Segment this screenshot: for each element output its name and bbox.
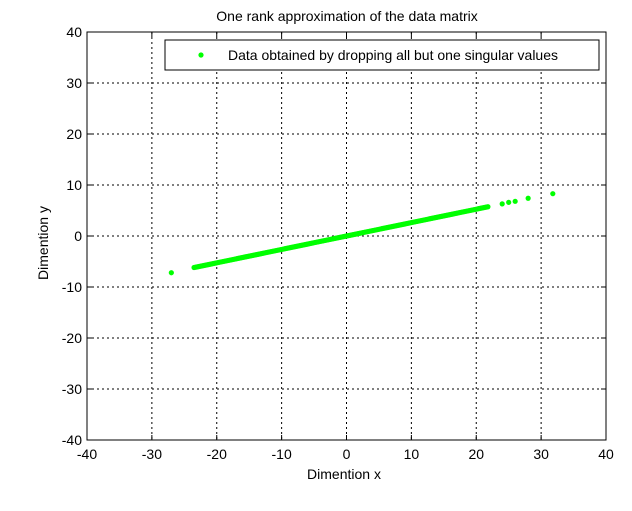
- data-layer: [168, 191, 556, 276]
- legend-marker: [198, 52, 204, 58]
- y-tick-label: 40: [66, 24, 82, 40]
- x-tick-label: 0: [343, 446, 351, 462]
- x-axis-label: Dimention x: [307, 466, 381, 482]
- data-point: [506, 199, 512, 205]
- data-point: [168, 270, 174, 276]
- data-point: [499, 201, 505, 207]
- y-tick-label: -10: [62, 279, 82, 295]
- data-point: [550, 191, 556, 197]
- x-tick-label: 40: [598, 446, 614, 462]
- x-tick-label: -30: [142, 446, 162, 462]
- y-tick-label: -30: [62, 381, 82, 397]
- x-tick-label: -20: [207, 446, 227, 462]
- x-tick-label: -40: [77, 446, 97, 462]
- chart-title: One rank approximation of the data matri…: [216, 8, 477, 24]
- data-point: [512, 198, 518, 204]
- tick-layer: -40 -30 -20 -10 0 10 20 30 40 -40 -30 -20 -10 0 10 20 30…: [62, 24, 614, 462]
- x-tick-label: 10: [404, 446, 420, 462]
- legend-box: [164, 39, 600, 71]
- y-tick-label: -20: [62, 330, 82, 346]
- y-tick-label: 0: [74, 228, 82, 244]
- legend-label: Data obtained by dropping all but one si…: [228, 47, 558, 63]
- y-tick-label: 20: [66, 126, 82, 142]
- x-tick-label: 30: [533, 446, 549, 462]
- y-axis-label: Dimention y: [35, 206, 51, 280]
- x-tick-label: 20: [468, 446, 484, 462]
- data-point: [485, 204, 491, 210]
- x-tick-label: -10: [272, 446, 292, 462]
- grid-layer: [87, 32, 606, 440]
- y-tick-label: -40: [62, 432, 82, 448]
- y-tick-label: 30: [66, 75, 82, 91]
- y-tick-label: 10: [66, 177, 82, 193]
- data-point: [525, 195, 531, 201]
- legend: Data obtained by dropping all but one si…: [164, 39, 600, 71]
